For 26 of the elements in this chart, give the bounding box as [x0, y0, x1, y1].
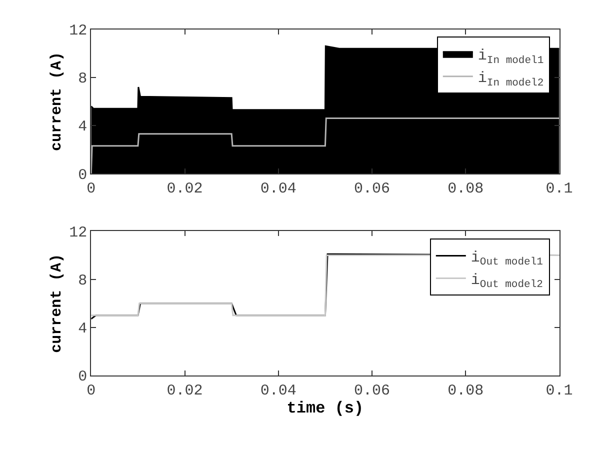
line-series [91, 118, 560, 174]
x-tick-label: 0.08 [448, 180, 484, 198]
y-tick-label: 12 [69, 22, 88, 40]
x-tick-label: 0.04 [260, 382, 296, 400]
y-tick-label: 8 [78, 70, 88, 88]
y-tick-label: 4 [78, 118, 88, 136]
x-tick-label: 0.04 [260, 180, 296, 198]
x-tick-label: 0.06 [354, 180, 390, 198]
legend-label: i$_{In model2}$ [478, 70, 544, 90]
y-tick-label: 0 [78, 368, 88, 386]
x-axis-title: time (s) [286, 399, 364, 418]
x-tick-label: 0.1 [546, 180, 573, 198]
x-tick-label: 0.02 [166, 382, 203, 400]
y-tick-label: 8 [78, 272, 88, 290]
legend-label: i$_{Out model2}$ [470, 272, 543, 292]
x-tick-label: 0.1 [546, 382, 573, 400]
y-axis-title: current (A) [48, 254, 66, 353]
y-tick-label: 12 [69, 224, 88, 242]
y-tick-label: 4 [78, 320, 88, 338]
x-tick-label: 0.02 [166, 180, 203, 198]
y-tick-label: 0 [78, 166, 88, 184]
y-axis-title: current (A) [48, 52, 66, 151]
x-tick-label: 0.08 [448, 382, 484, 400]
legend-label: i$_{In model1}$ [478, 48, 544, 67]
legend-label: i$_{Out model1}$ [470, 250, 543, 269]
x-tick-label: 0.06 [354, 382, 390, 400]
